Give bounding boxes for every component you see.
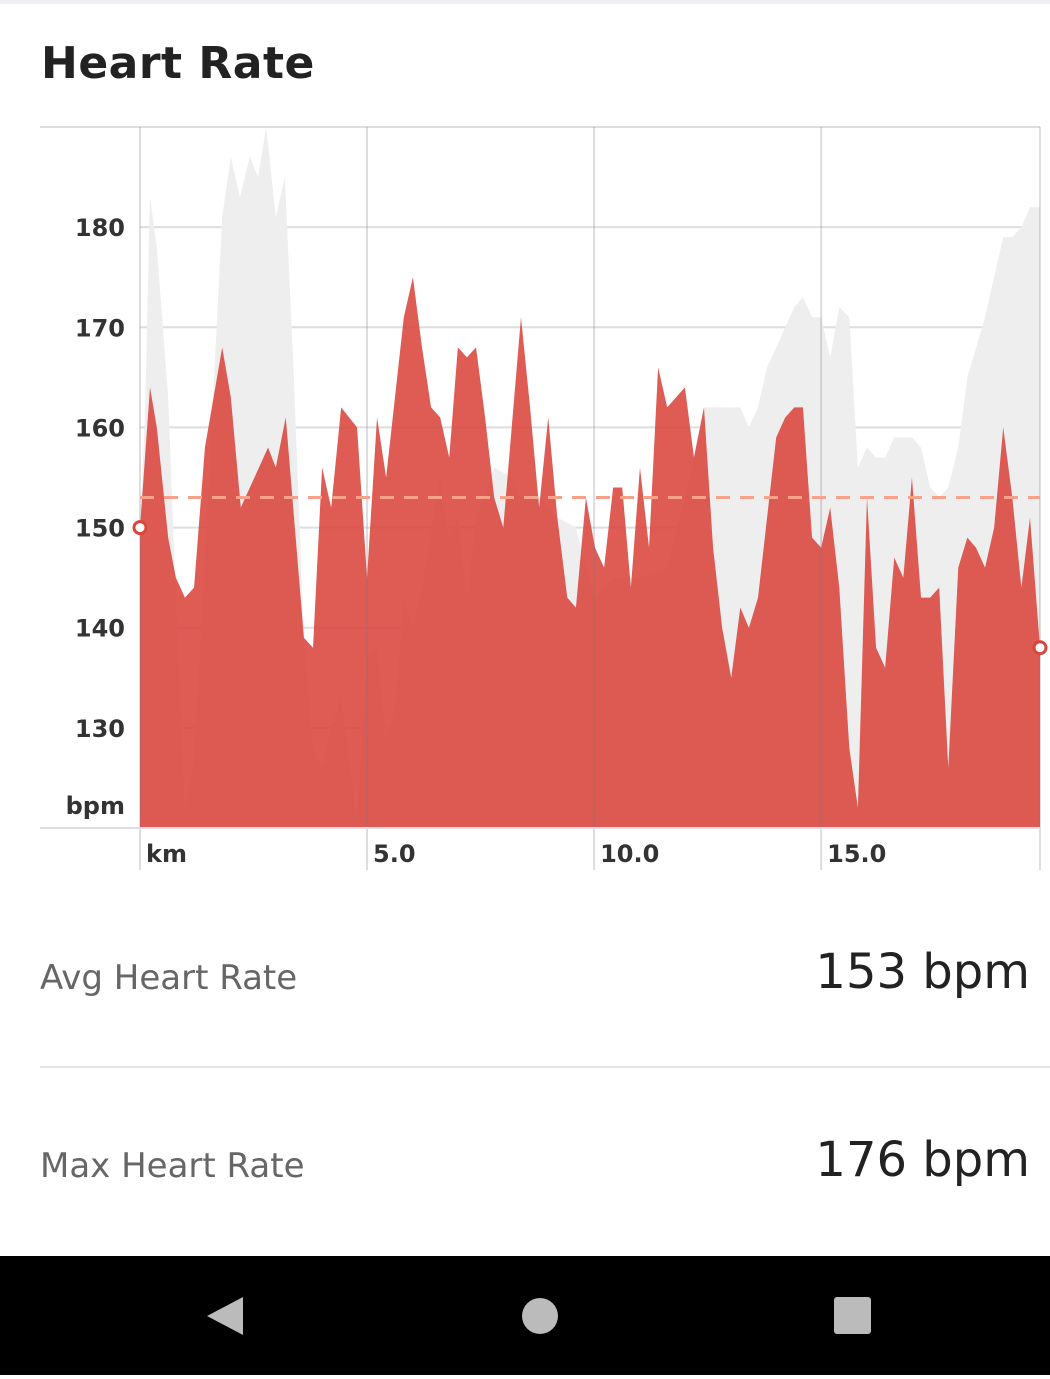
y-axis-unit-label: bpm [66, 792, 125, 820]
y-tick-label: 180 [75, 214, 125, 242]
heart-rate-area [140, 277, 1040, 828]
y-tick-label: 170 [75, 314, 125, 342]
avg-heart-rate-value: 153 bpm [815, 944, 1030, 1000]
recents-icon [834, 1297, 871, 1334]
x-tick-label: 10.0 [600, 840, 659, 868]
x-tick-label: 15.0 [827, 840, 886, 868]
avg-heart-rate-label: Avg Heart Rate [40, 958, 298, 998]
end-point-marker [1032, 640, 1048, 656]
x-tick-label: 5.0 [373, 840, 416, 868]
home-icon [522, 1298, 558, 1334]
stats-divider [40, 1066, 1050, 1068]
x-axis-unit-label: km [146, 840, 187, 868]
home-button[interactable] [480, 1256, 600, 1375]
max-heart-rate-label: Max Heart Rate [40, 1146, 305, 1186]
avg-heart-rate-row: Avg Heart Rate 153 bpm [40, 944, 1030, 1010]
y-tick-label: 130 [75, 715, 125, 743]
max-heart-rate-row: Max Heart Rate 176 bpm [40, 1132, 1030, 1198]
top-divider [0, 0, 1050, 4]
y-tick-label: 150 [75, 515, 125, 543]
y-tick-label: 140 [75, 615, 125, 643]
y-tick-label: 160 [75, 414, 125, 442]
start-point-marker [132, 520, 148, 536]
max-heart-rate-value: 176 bpm [815, 1132, 1030, 1188]
back-button[interactable] [165, 1256, 285, 1375]
back-icon [207, 1297, 243, 1335]
page-title: Heart Rate [41, 38, 315, 89]
system-nav-bar [0, 1256, 1050, 1375]
recents-button[interactable] [792, 1256, 912, 1375]
